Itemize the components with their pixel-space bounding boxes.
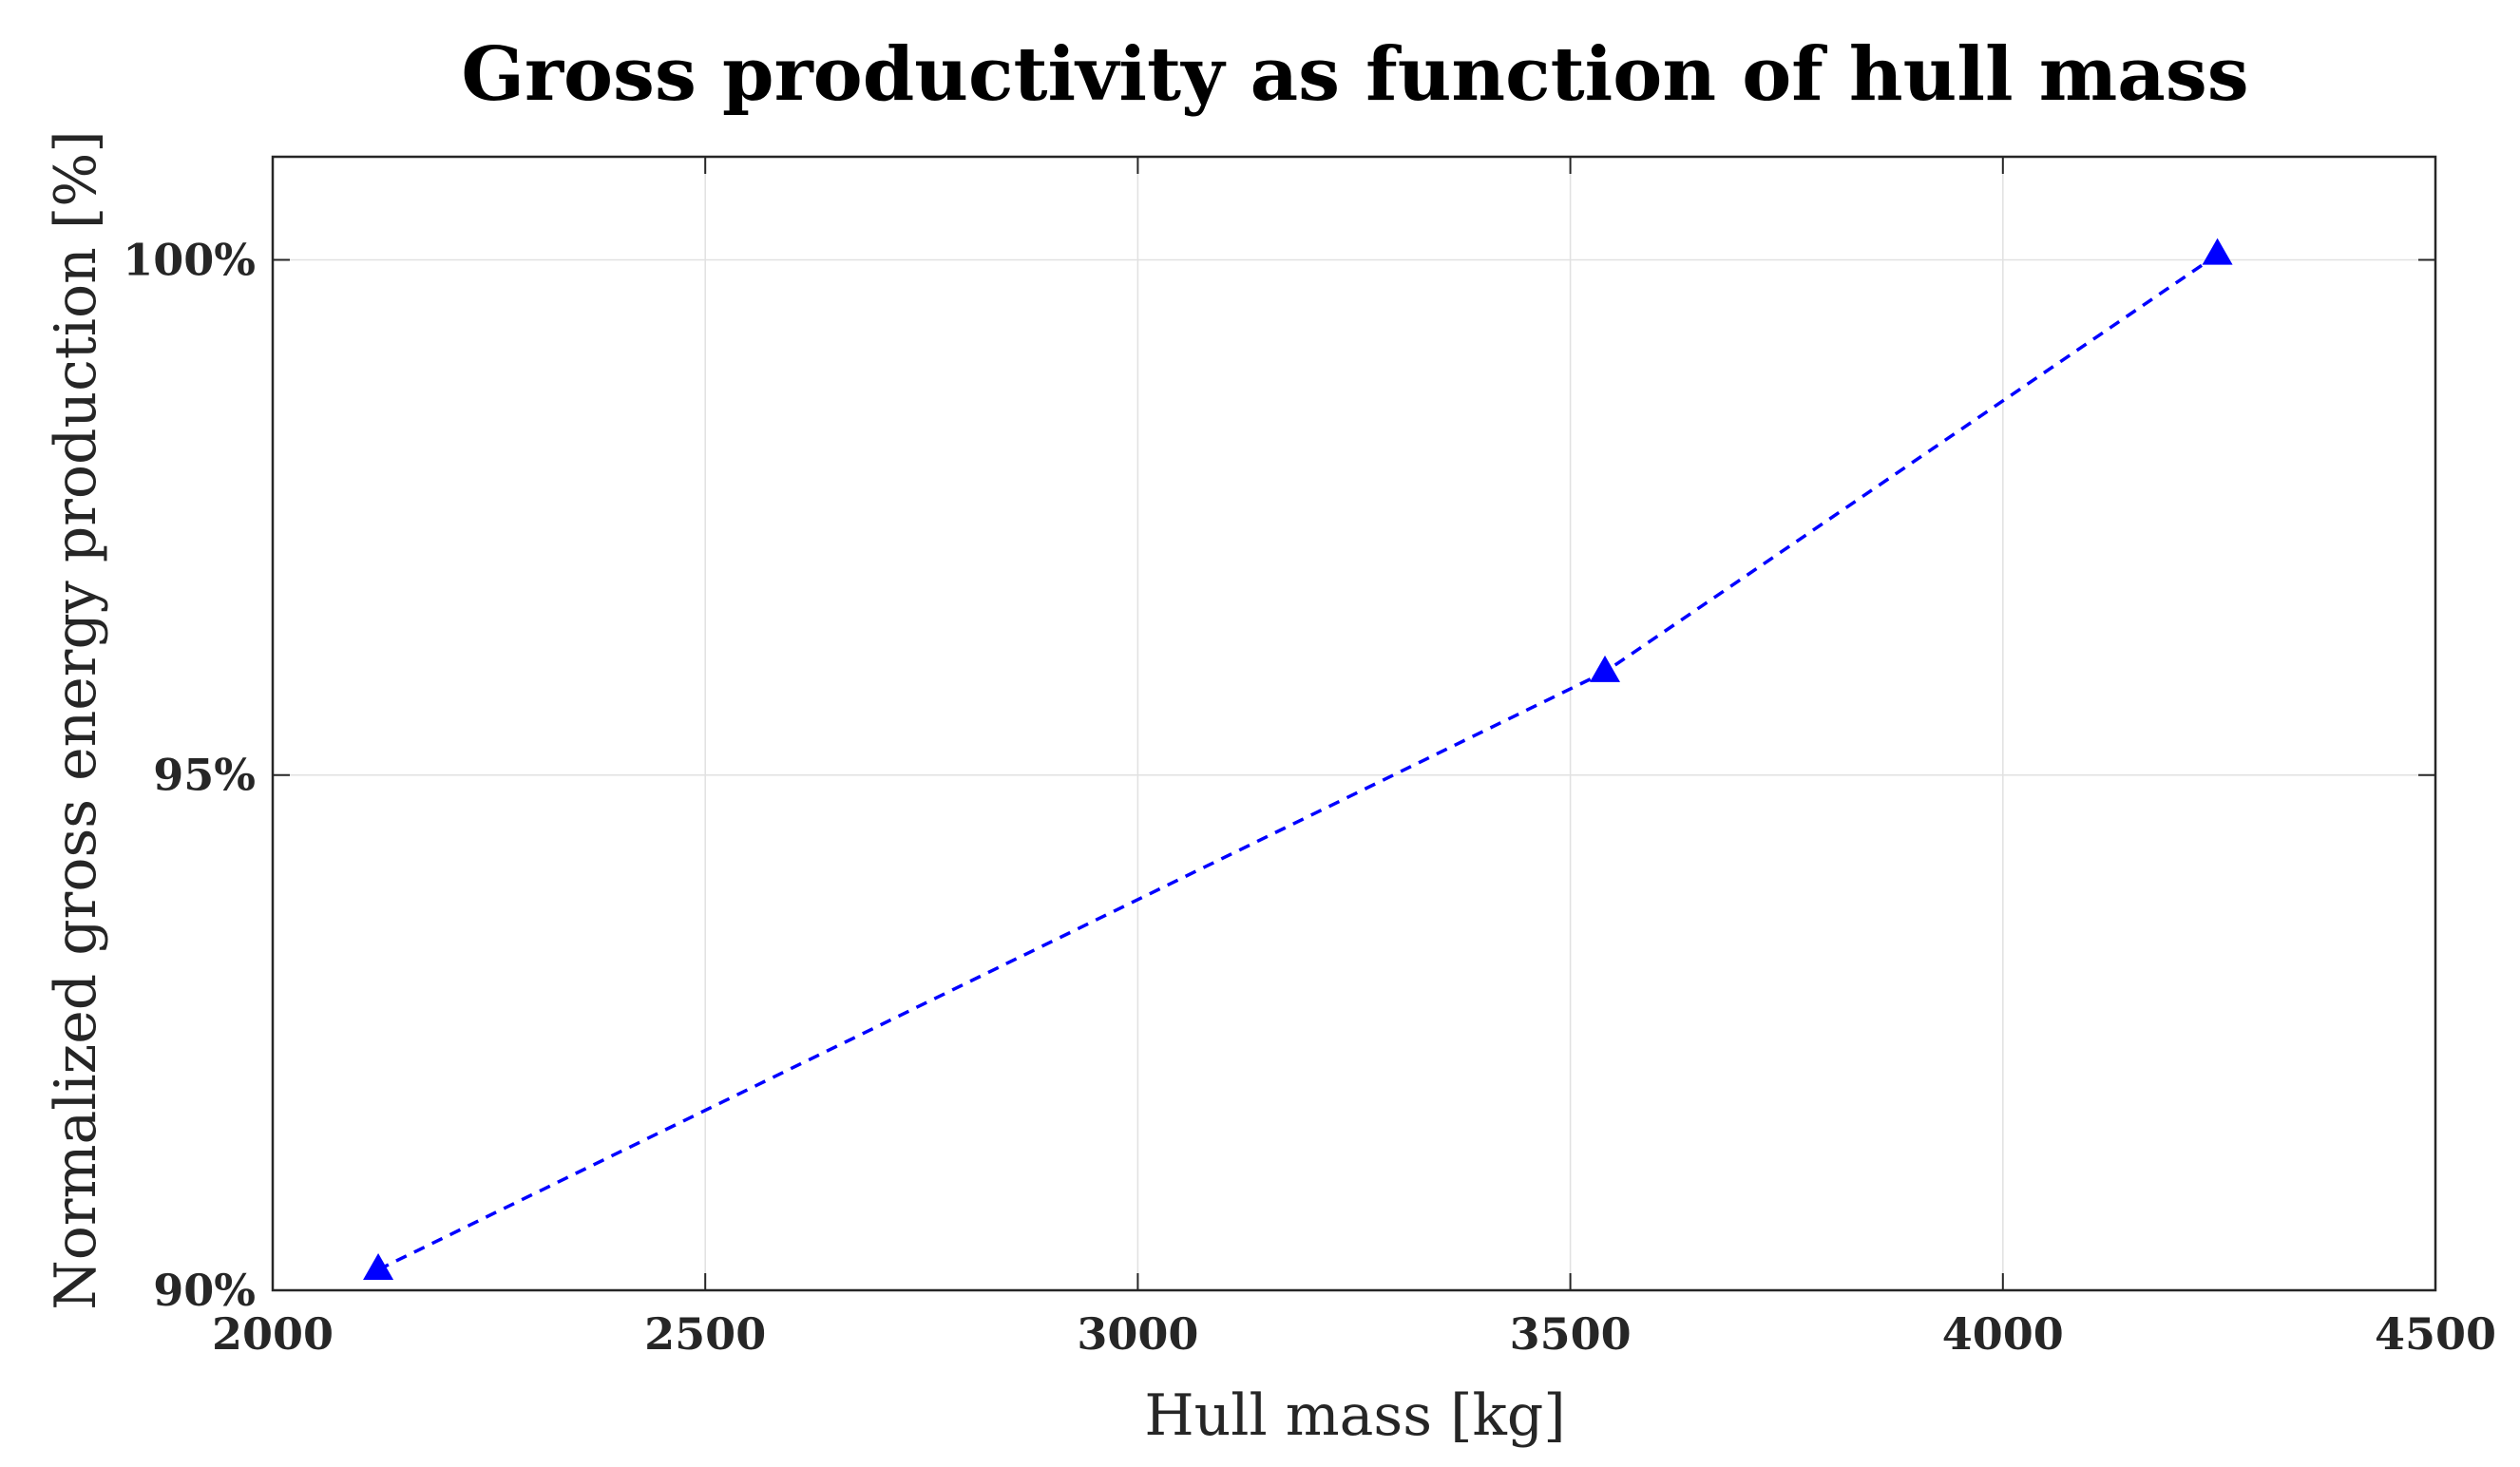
series bbox=[363, 238, 2233, 1280]
y-tick-label: 90% bbox=[153, 1265, 256, 1316]
y-axis-label: Normalized gross energy production [%] bbox=[43, 130, 109, 1309]
x-tick-label: 2500 bbox=[644, 1308, 766, 1360]
x-axis-label: Hull mass [kg] bbox=[1144, 1382, 1565, 1449]
plot-area bbox=[271, 155, 2437, 1292]
y-tick-label: 95% bbox=[153, 750, 256, 801]
data-point bbox=[2202, 238, 2233, 265]
x-tick-label: 4000 bbox=[1942, 1308, 2064, 1360]
data-point bbox=[1590, 655, 1621, 682]
x-tick-label: 3000 bbox=[1077, 1308, 1198, 1360]
x-tick-label: 4500 bbox=[2375, 1308, 2496, 1360]
x-tick-label: 3500 bbox=[1510, 1308, 1632, 1360]
data-point bbox=[363, 1252, 394, 1280]
chart-title: Gross productivity as function of hull m… bbox=[461, 31, 2248, 118]
series-line bbox=[377, 253, 2219, 1271]
x-tick-label: 2000 bbox=[212, 1308, 334, 1360]
y-tick-labels: 90% 95% 100% bbox=[123, 234, 256, 1316]
x-tick-labels: 2000 2500 3000 3500 4000 4500 bbox=[212, 1308, 2496, 1360]
y-tick-label: 100% bbox=[123, 234, 256, 285]
